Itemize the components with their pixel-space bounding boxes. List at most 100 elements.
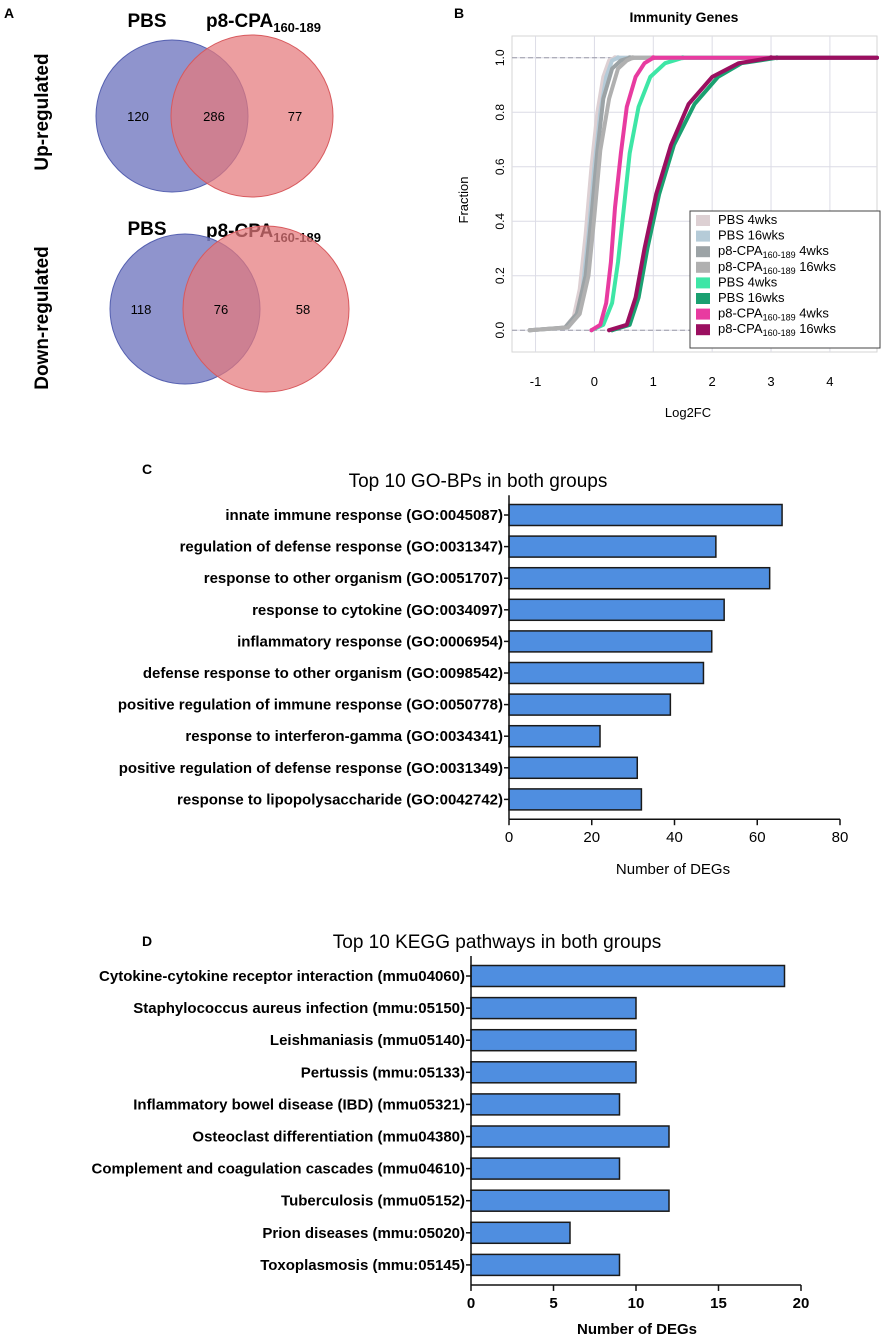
go-x-tick-label: 60 [749,829,766,846]
ecdf-x-tick-label: 1 [650,374,657,389]
go-x-tick-label: 80 [832,829,849,846]
ecdf-legend-label: p8-CPA160-189 4wks [718,243,829,260]
ecdf-tick-labels: 0.0 0.2 0.4 0.6 0.8 1.0 -1 0 1 2 3 4 [493,49,834,389]
venn-up-circle-p8cpa [170,34,334,198]
ecdf-legend-label-main: PBS 4wks [718,212,778,227]
ecdf-legend-label-sub: 160-189 [763,250,796,260]
ecdf-y-tick-label: 0.4 [493,213,507,230]
go-category-label: response to cytokine (GO:0034097) [252,602,503,619]
go-category-label: response to lipopolysaccharide (GO:00427… [177,791,503,808]
venn-up-right-title-main: p8-CPA [206,11,273,32]
go-bar [508,661,705,685]
go-category-label: positive regulation of immune response (… [118,697,503,714]
go-category-label: innate immune response (GO:0045087) [225,507,503,524]
kegg-x-axis-label: Number of DEGs [577,1321,697,1338]
kegg-x-tick-label: 10 [628,1295,645,1312]
ecdf-x-tick-label: 4 [826,374,833,389]
go-bar [508,788,643,811]
ecdf-y-tick-label: 0.6 [493,158,507,175]
ecdf-series-start-point [527,328,532,333]
ecdf-legend-swatch [696,215,710,226]
kegg-category-label: Toxoplasmosis (mmu:05145) [260,1257,465,1274]
go-bar [508,598,725,622]
kegg-category-label: Tuberculosis (mmu05152) [281,1193,465,1210]
go-bar [508,693,672,716]
kegg-category-label: Leishmaniasis (mmu05140) [270,1032,465,1049]
ecdf-x-tick-label: 2 [709,374,716,389]
kegg-category-label: Staphylococcus aureus infection (mmu:051… [133,1000,465,1017]
panel-label-c: C [142,461,152,477]
ecdf-series-line [607,55,879,333]
kegg-bar [470,1253,621,1277]
venn-down: Down-regulated PBS p8-CPA160-189 118 76 … [32,219,350,393]
go-x-axis-label: Number of DEGs [616,861,730,878]
ecdf-legend-label: PBS 16wks [718,228,785,243]
go-x-tick-label: 20 [583,829,600,846]
panel-d-kegg-bar-chart: D Top 10 KEGG pathways in both groups Nu… [92,932,810,1338]
ecdf-legend-label-main: p8-CPA [718,321,763,336]
ecdf-legend-label-main: p8-CPA [718,243,763,258]
ecdf-y-tick-label: 0.0 [493,322,507,339]
panel-b-ecdf-chart: B Immunity Genes Fraction Log2FC 0.00.20… [454,5,881,420]
go-category-label: response to interferon-gamma (GO:0034341… [185,728,503,745]
go-bar [508,503,783,527]
go-category-label: defense response to other organism (GO:0… [143,665,503,682]
ecdf-series-start-point [607,328,612,333]
kegg-bar [470,996,637,1020]
ecdf-legend-label-main: p8-CPA [718,306,763,321]
go-bar [508,756,639,780]
ecdf-series-line [527,55,879,333]
ecdf-series-end-point [768,55,774,61]
go-x-tick-label: 40 [666,829,683,846]
venn-up-count-left: 120 [127,109,149,124]
ecdf-legend-label-sub: 160-189 [763,266,796,276]
kegg-bar [470,1061,637,1084]
ecdf-y-axis-label: Fraction [456,177,471,224]
ecdf-legend-label: p8-CPA160-189 4wks [718,306,829,323]
venn-up-row-label: Up-regulated [32,53,53,170]
venn-down-count-right: 58 [296,302,310,317]
ecdf-legend-label-sub: 160-189 [763,328,796,338]
ecdf-legend-label: PBS 4wks [718,274,778,289]
ecdf-y-tick-label: 0.2 [493,267,507,284]
ecdf-title: Immunity Genes [630,9,739,25]
kegg-bar [470,1157,621,1180]
ecdf-legend-label-sub: 160-189 [763,313,796,323]
go-bar [508,630,713,653]
kegg-x-tick-label: 5 [549,1295,557,1312]
ecdf-series-line [589,55,879,333]
go-category-label: positive regulation of defense response … [119,760,503,777]
ecdf-series-end-point [650,55,656,61]
ecdf-legend-label: p8-CPA160-189 16wks [718,259,837,276]
venn-down-count-left: 118 [131,302,152,317]
ecdf-legend-swatch [696,230,710,242]
kegg-bar [470,1125,670,1148]
ecdf-legend-label-main: PBS 16wks [718,228,785,243]
ecdf-legend-label-tail: 16wks [796,259,837,274]
ecdf-series-lines [527,55,879,333]
kegg-category-label: Cytokine-cytokine receptor interaction (… [99,968,465,985]
kegg-category-label: Inflammatory bowel disease (IBD) (mmu053… [133,1096,465,1113]
ecdf-legend-swatch [696,324,710,336]
ecdf-legend-label: PBS 16wks [718,290,785,305]
panel-a: A Up-regulated PBS p8-CPA160-189 120 286… [4,5,350,393]
panel-label-a: A [4,5,14,21]
venn-down-circle-p8cpa [182,225,350,393]
kegg-title: Top 10 KEGG pathways in both groups [333,932,661,953]
kegg-x-tick-label: 20 [793,1295,810,1312]
ecdf-y-tick-label: 1.0 [493,49,507,66]
kegg-bar [470,1028,637,1052]
ecdf-legend-label-main: PBS 4wks [718,274,778,289]
venn-up-count-overlap: 286 [203,109,225,124]
ecdf-series-end-point [615,55,621,61]
kegg-x-tick-label: 0 [467,1295,475,1312]
panel-label-d: D [142,933,152,949]
ecdf-legend-label-main: PBS 16wks [718,290,785,305]
ecdf-x-tick-label: -1 [530,374,542,389]
venn-up-left-title: PBS [127,11,166,32]
go-category-label: inflammatory response (GO:0006954) [237,633,503,650]
go-bar [508,535,717,558]
kegg-category-label: Prion diseases (mmu:05020) [262,1225,465,1242]
go-title: Top 10 GO-BPs in both groups [349,471,608,492]
